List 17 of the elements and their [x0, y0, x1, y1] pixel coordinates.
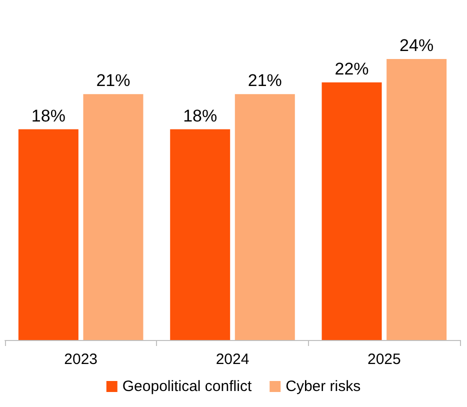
legend-label: Cyber risks — [286, 378, 361, 395]
bar — [234, 94, 295, 340]
data-label: 18% — [31, 106, 66, 126]
x-tick-label: 2024 — [216, 351, 250, 368]
bar — [386, 59, 447, 340]
legend-label: Geopolitical conflict — [122, 378, 252, 395]
data-label: 24% — [400, 36, 434, 55]
data-label: 18% — [183, 106, 218, 126]
bar — [322, 82, 382, 340]
x-tick-label: 2025 — [367, 351, 401, 368]
data-label: 21% — [96, 71, 130, 90]
bar — [83, 94, 144, 340]
x-tick-label: 2023 — [64, 351, 98, 368]
bar — [170, 129, 230, 340]
data-label: 22% — [334, 59, 369, 78]
bar — [18, 129, 78, 340]
data-label: 21% — [248, 71, 282, 90]
